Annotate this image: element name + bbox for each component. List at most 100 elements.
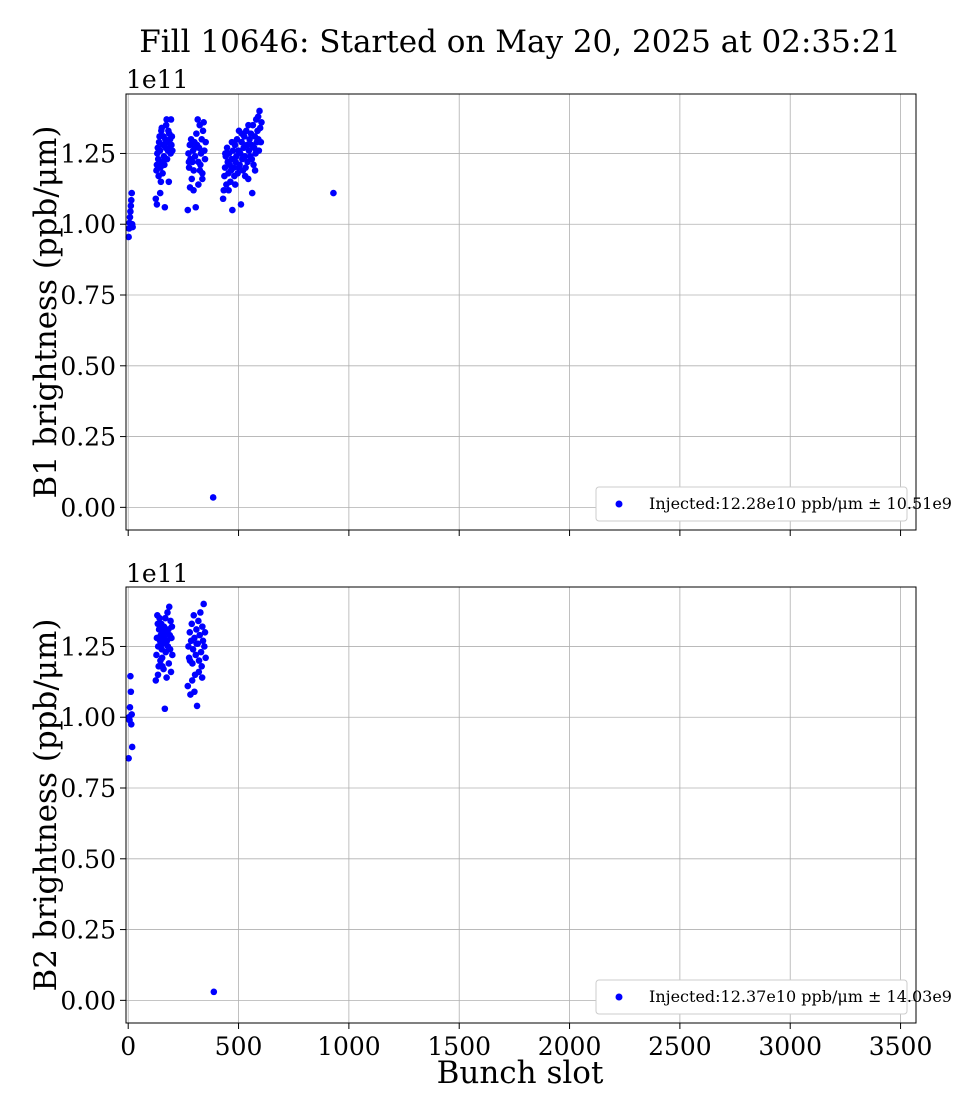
top-data-point <box>191 144 199 152</box>
top-data-point <box>127 208 134 215</box>
bottom-data-point <box>193 702 201 710</box>
bottom-data-point <box>195 657 203 664</box>
top-data-point <box>220 186 228 194</box>
top-y-tick-label: 0.50 <box>60 352 116 381</box>
bottom-axes-frame <box>125 586 917 1024</box>
top-ticks: 0.00 0.25 0.50 0.75 1.00 1.25 <box>60 139 902 536</box>
bottom-data-point <box>126 704 134 711</box>
bottom-data-point <box>128 743 136 751</box>
bottom-data-point <box>161 705 169 713</box>
top-data-point <box>229 206 236 214</box>
bottom-data-point <box>127 688 135 696</box>
bottom-data-point <box>198 674 206 681</box>
bottom-data-point <box>197 648 205 656</box>
bottom-data-point <box>210 988 218 996</box>
top-axes-frame <box>125 93 917 531</box>
top-data-point <box>234 169 241 177</box>
top-data-point <box>161 203 169 211</box>
top-data-point <box>192 203 200 211</box>
x-tick-label: 3000 <box>758 1032 822 1061</box>
top-legend-box <box>595 486 908 522</box>
top-grid <box>126 94 916 530</box>
bottom-data-point <box>202 654 209 662</box>
top-y-tick-label: 0.00 <box>60 493 116 522</box>
top-data-point <box>241 172 249 180</box>
bottom-data-point <box>159 662 166 670</box>
top-data-point <box>228 138 236 146</box>
top-legend-marker <box>615 500 623 508</box>
top-data-point <box>250 161 257 169</box>
top-data-point <box>200 119 207 126</box>
top-panel: 0.00 0.25 0.50 0.75 1.00 1.25 1e11 B1 brightn… <box>28 65 952 536</box>
top-data-point <box>229 147 237 154</box>
bottom-data-point <box>192 651 200 659</box>
top-y-tick-label: 1.00 <box>60 210 116 239</box>
top-legend: Injected:12.28e10 ppb/μm ± 10.51e9 <box>595 486 952 522</box>
top-data-point <box>153 201 161 208</box>
bottom-data-point <box>195 617 202 625</box>
top-data-point <box>195 181 202 188</box>
bottom-data-point <box>191 688 198 696</box>
bottom-data-point <box>161 614 169 622</box>
top-data-point <box>256 124 264 132</box>
top-data-point <box>156 147 164 154</box>
top-data-point <box>245 121 252 129</box>
bottom-y-tick-label: 0.25 <box>60 916 116 945</box>
bottom-data-point <box>152 677 160 684</box>
top-data-point <box>209 494 217 501</box>
top-data-point <box>254 113 262 120</box>
bottom-data-point <box>188 620 196 628</box>
top-y-axis-label: B1 brightness (ppb/μm) <box>28 126 64 499</box>
bottom-data-point <box>188 677 196 684</box>
top-data-point <box>243 141 251 149</box>
top-data-point <box>255 135 262 143</box>
bottom-data-point <box>169 651 176 659</box>
bottom-legend-box <box>595 979 908 1015</box>
top-data-point <box>238 138 245 146</box>
bottom-data-point <box>156 614 163 622</box>
bottom-y-tick-label: 1.25 <box>60 632 116 661</box>
bottom-data-point <box>127 672 134 680</box>
top-data-point <box>242 164 249 171</box>
top-data-point <box>157 178 165 186</box>
bottom-data-point <box>164 609 171 616</box>
top-data-point <box>251 167 259 174</box>
top-data-point <box>237 201 245 208</box>
top-data-point <box>163 155 171 163</box>
top-points <box>125 107 337 501</box>
top-data-point <box>230 164 237 171</box>
top-data-point <box>191 152 199 160</box>
top-legend-text: Injected:12.28e10 ppb/μm ± 10.51e9 <box>649 494 952 513</box>
top-data-point <box>258 119 265 126</box>
top-data-point <box>161 161 168 169</box>
bottom-y-tick-label: 0.75 <box>60 774 116 803</box>
x-tick-label: 1500 <box>427 1032 491 1061</box>
bottom-data-point <box>199 637 207 645</box>
bottom-data-point <box>125 754 132 762</box>
bottom-ticks: 0 500 1000 1500 2000 2500 3000 3500 0.00 0.25 0.50… <box>60 632 932 1061</box>
bottom-data-point <box>165 603 173 611</box>
bottom-data-point <box>153 651 160 659</box>
top-data-point <box>128 189 136 197</box>
top-data-point <box>219 195 227 203</box>
bottom-y-tick-label: 0.00 <box>60 986 116 1015</box>
top-data-point <box>126 213 134 221</box>
top-data-point <box>202 138 209 146</box>
top-y-tick-label: 0.25 <box>60 423 116 452</box>
x-tick-label: 2000 <box>538 1032 602 1061</box>
bottom-data-point <box>193 626 200 633</box>
top-data-point <box>255 147 263 154</box>
bottom-data-point <box>197 609 204 616</box>
top-data-point <box>199 127 207 135</box>
top-data-point <box>197 161 204 169</box>
top-y-tick-label: 0.75 <box>60 281 116 310</box>
bottom-data-point <box>195 668 203 676</box>
top-data-point <box>190 186 197 194</box>
x-tick-label: 1000 <box>317 1032 381 1061</box>
bottom-panel: 0 500 1000 1500 2000 2500 3000 3500 0.00 0.25 0.50… <box>28 559 952 1061</box>
bottom-data-point <box>190 612 198 619</box>
bottom-data-point <box>168 634 175 642</box>
top-data-point <box>222 150 229 157</box>
bottom-data-point <box>191 634 198 642</box>
